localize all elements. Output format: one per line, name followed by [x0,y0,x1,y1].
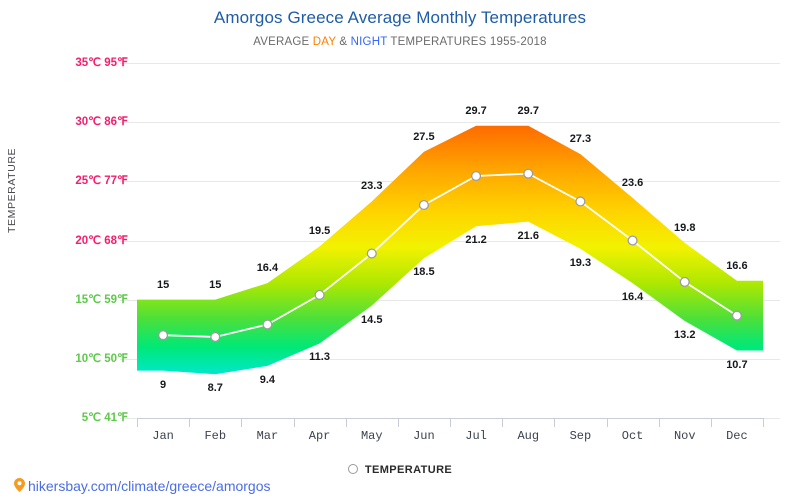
x-axis-tick [137,418,138,427]
day-temperature-label: 19.8 [674,221,696,234]
x-axis-month-label: Nov [673,429,696,443]
x-axis-month-label: Jun [413,429,435,443]
day-temperature-label: 27.5 [413,130,435,143]
x-axis-tick [293,418,295,427]
x-axis-month-label: Mar [256,429,279,443]
chart-legend[interactable]: TEMPERATURE [0,464,800,476]
day-temperature-label: 23.6 [621,176,644,189]
night-temperature-label: 13.2 [674,328,696,341]
x-axis-tick [502,418,504,427]
x-axis-month-label: May [360,429,383,443]
data-point-marker[interactable] [314,289,325,300]
x-axis-month-label: Apr [308,429,331,443]
data-point-marker[interactable] [418,199,429,211]
night-temperature-label: 9 [160,378,167,391]
day-temperature-label: 16.4 [256,262,279,275]
y-axis-tick-label: 35℃ 95℉ [75,57,128,69]
watermark-text: hikersbay.com/climate/greece/amorgos [28,478,271,494]
x-axis-tick [345,418,347,427]
gridline [120,122,780,124]
x-axis-tick [241,418,243,427]
data-point-marker[interactable] [575,196,586,207]
day-temperature-label: 29.7 [465,104,487,117]
source-watermark[interactable]: hikersbay.com/climate/greece/amorgos [14,477,271,496]
subtitle-prefix: AVERAGE [253,36,313,48]
x-axis-tick [658,418,660,427]
x-axis-tick [397,418,399,427]
data-point-marker[interactable] [679,276,690,287]
y-axis-tick-label: 15℃ 59℉ [75,293,128,306]
y-axis-tick-label: 5℃ 41℉ [81,412,128,424]
subtitle-amp: & [335,36,351,48]
gridline [120,63,780,64]
subtitle-night: NIGHT [350,36,388,48]
chart-subtitle: AVERAGE DAY & NIGHT TEMPERATURES 1955-20… [0,36,800,48]
data-point-marker[interactable] [627,235,638,246]
x-axis-month-label: Sep [569,429,592,443]
night-temperature-label: 8.7 [207,382,223,395]
data-point-marker[interactable] [523,168,534,179]
data-point-marker[interactable] [366,248,377,259]
x-axis-month-label: Jan [152,429,174,443]
y-axis-ticks: 35℃ 95℉ 30℃ 86℉ 25℃ 77℉ 20℃ 68℉ 15℃ 59℉ 10℃ 5… [0,0,128,500]
legend-label: TEMPERATURE [364,464,453,476]
day-temperature-label: 27.3 [569,133,592,146]
day-temperature-label: 19.5 [308,225,331,238]
night-temperature-label: 19.3 [569,256,592,269]
x-axis-tick [606,418,608,427]
x-axis-month-label: Aug [517,429,540,443]
x-axis-tick [763,418,764,427]
night-temperature-label: 10.7 [726,358,748,371]
page-title: Amorgos Greece Average Monthly Temperatu… [213,8,587,27]
night-temperature-label: 18.5 [413,266,435,279]
day-temperature-label: 15 [156,278,170,291]
x-axis-month-label: Dec [726,429,748,443]
x-axis-tick [450,418,451,427]
night-temperature-label: 14.5 [361,313,383,326]
night-temperature-label: 9.4 [259,373,276,386]
data-point-marker[interactable] [158,330,169,341]
subtitle-day: DAY [312,36,336,48]
subtitle-suffix: TEMPERATURES 1955-2018 [387,36,547,48]
data-point-marker[interactable] [731,310,742,321]
y-axis-tick-label: 25℃ 77℉ [75,175,128,188]
circle-outline-icon [347,464,358,475]
night-temperature-label: 11.3 [309,351,330,364]
night-temperature-label: 16.4 [621,291,644,304]
day-temperature-label: 16.6 [726,259,748,272]
y-axis-tick-label: 30℃ 86℉ [75,116,128,129]
x-axis-tick [554,418,556,427]
night-temperature-label: 21.6 [517,229,539,242]
day-temperature-label: 15 [209,278,222,291]
map-pin-icon [14,477,25,495]
night-temperature-label: 21.2 [465,234,487,247]
x-axis-tick [710,418,712,427]
x-axis-month-label: Feb [204,429,227,443]
y-axis-tick-label: 20℃ 68℉ [75,234,128,247]
data-point-marker[interactable] [210,331,221,342]
data-point-marker[interactable] [262,319,273,330]
y-axis-tick-label: 10℃ 50℉ [75,352,128,365]
day-temperature-label: 23.3 [361,180,383,193]
gridline [120,299,780,301]
x-axis-month-label: Oct [621,429,644,443]
data-point-marker[interactable] [471,170,482,182]
x-axis-tick [189,418,191,427]
gridline [120,358,780,360]
x-axis-month-label: Jul [465,429,487,443]
day-temperature-label: 29.7 [517,104,539,117]
